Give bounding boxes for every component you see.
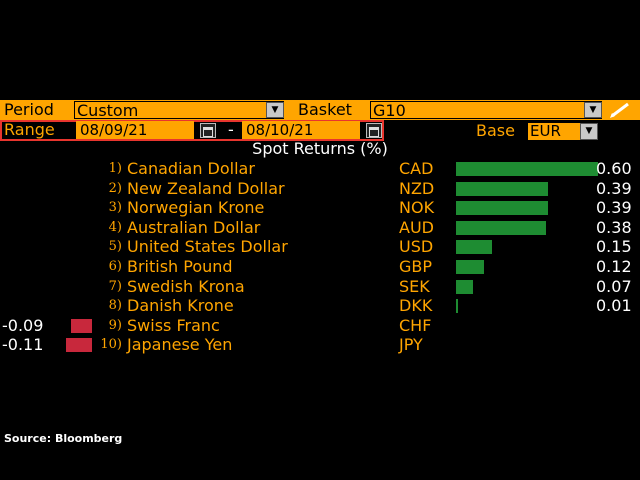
currency-name[interactable]: Danish Krone <box>127 296 234 316</box>
base-label: Base <box>476 121 515 140</box>
currency-name[interactable]: Swiss Franc <box>127 315 220 335</box>
rank-number: 7) <box>108 278 122 294</box>
currency-name[interactable]: Australian Dollar <box>127 217 261 237</box>
currency-code: USD <box>399 237 434 257</box>
bar-mark <box>456 181 549 196</box>
bar-mark <box>456 279 473 294</box>
rank-number: 3) <box>108 200 122 216</box>
currency-code: DKK <box>399 296 433 316</box>
period-dropdown[interactable]: Custom <box>74 101 284 120</box>
base-value: EUR <box>530 122 561 140</box>
rank-number: 5) <box>108 239 122 255</box>
value-label: 0.38 <box>596 217 632 237</box>
bar-mark <box>456 220 546 235</box>
currency-name[interactable]: Swedish Krona <box>127 276 245 296</box>
pencil-icon[interactable] <box>608 101 632 119</box>
currency-name[interactable]: British Pound <box>127 257 233 276</box>
chevron-down-icon[interactable]: ▼ <box>580 123 598 140</box>
currency-name[interactable]: United States Dollar <box>127 237 288 257</box>
currency-code: GBP <box>399 257 433 276</box>
rank-number: 8) <box>108 298 122 314</box>
end-date-input[interactable]: 08/10/21 <box>242 121 360 139</box>
rank-number: 4) <box>108 219 122 235</box>
bar-mark <box>456 260 485 274</box>
calendar-icon[interactable] <box>366 123 382 138</box>
bar-mark <box>456 162 598 176</box>
value-label: 0.39 <box>596 198 632 218</box>
currency-code: JPY <box>399 335 423 355</box>
value-label: 0.01 <box>596 296 632 316</box>
rank-number: 2) <box>108 180 122 196</box>
rank-number: 1) <box>108 161 122 176</box>
range-separator: - <box>228 120 234 139</box>
bar-mark <box>66 338 92 353</box>
currency-code: SEK <box>399 276 430 296</box>
value-label: 0.12 <box>596 257 632 276</box>
bar-mark <box>70 318 92 333</box>
currency-code: NZD <box>399 178 435 198</box>
calendar-icon[interactable] <box>200 123 216 138</box>
currency-code: AUD <box>399 217 434 237</box>
rank-number: 6) <box>108 259 122 274</box>
source-note: Source: Bloomberg <box>4 432 123 445</box>
chart-title: Spot Returns (%) <box>252 139 388 158</box>
chevron-down-icon[interactable]: ▼ <box>584 102 602 118</box>
period-label: Period <box>4 100 54 119</box>
currency-name[interactable]: Canadian Dollar <box>127 159 255 178</box>
value-label: -0.09 <box>2 315 44 335</box>
bar-mark <box>456 201 549 216</box>
basket-label: Basket <box>298 100 352 119</box>
currency-code: CHF <box>399 315 432 335</box>
base-dropdown[interactable]: EUR <box>528 123 580 140</box>
basket-dropdown[interactable]: G10 <box>370 101 602 120</box>
value-label: 0.07 <box>596 276 632 296</box>
currency-name[interactable]: Norwegian Krone <box>127 198 265 218</box>
currency-code: CAD <box>399 159 434 178</box>
value-label: 0.15 <box>596 237 632 257</box>
currency-name[interactable]: New Zealand Dollar <box>127 178 285 198</box>
value-label: 0.39 <box>596 178 632 198</box>
currency-code: NOK <box>399 198 435 218</box>
range-label: Range <box>4 120 55 139</box>
start-date-input[interactable]: 08/09/21 <box>76 121 194 139</box>
currency-name[interactable]: Japanese Yen <box>127 335 233 355</box>
rank-number: 10) <box>100 337 122 353</box>
period-value: Custom <box>77 101 139 120</box>
value-label: -0.11 <box>2 335 44 355</box>
basket-value: G10 <box>373 101 406 120</box>
value-label: 0.60 <box>596 159 632 178</box>
chevron-down-icon[interactable]: ▼ <box>266 102 284 118</box>
bar-mark <box>456 299 459 314</box>
rank-number: 9) <box>108 317 122 333</box>
bar-mark <box>456 240 492 255</box>
